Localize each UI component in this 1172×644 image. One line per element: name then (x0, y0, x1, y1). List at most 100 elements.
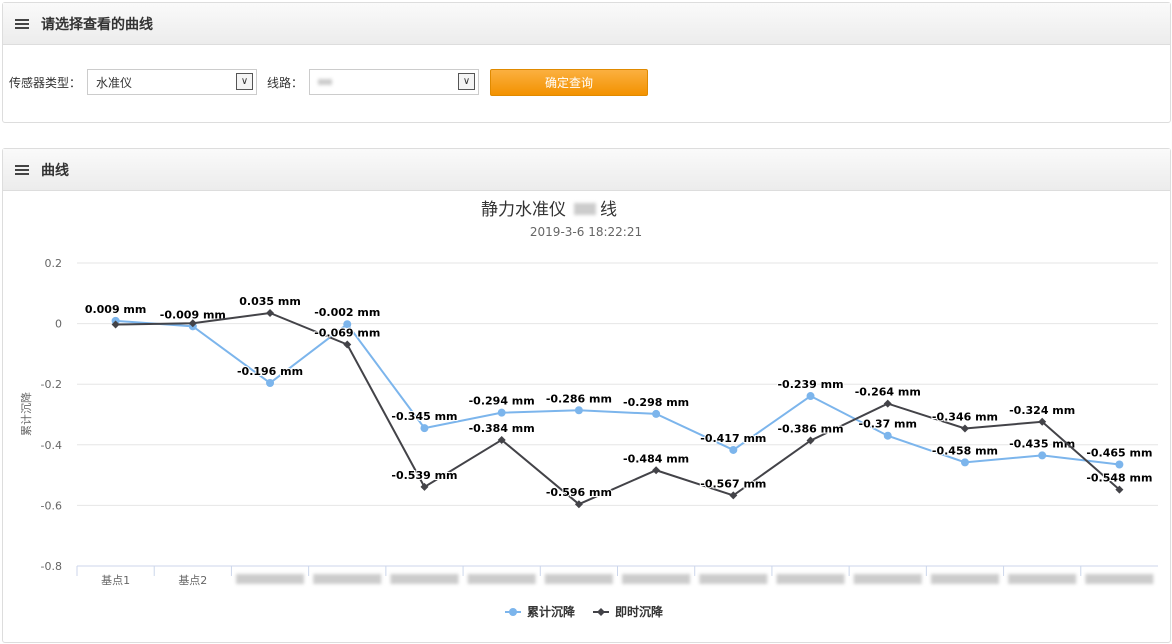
data-point[interactable] (883, 399, 892, 408)
data-point[interactable] (729, 491, 738, 500)
chart-panel-title: 曲线 (41, 162, 69, 179)
data-label: -0.37 mm (859, 418, 917, 431)
data-point[interactable] (497, 408, 506, 417)
x-tick-label: 基点1 (101, 574, 130, 587)
data-point[interactable] (1038, 451, 1047, 460)
data-point[interactable] (574, 406, 583, 415)
x-tick-label-redacted (930, 574, 999, 584)
data-label: -0.567 mm (700, 477, 766, 490)
data-point[interactable] (729, 445, 738, 454)
x-tick-label-redacted (1008, 574, 1077, 584)
legend-item[interactable]: 即时沉降 (593, 604, 664, 619)
line-value-redacted (318, 79, 333, 85)
data-point[interactable] (111, 320, 120, 329)
data-label: -0.264 mm (855, 386, 921, 399)
chart-panel: 曲线 (2, 148, 1171, 643)
x-tick-label-redacted (313, 574, 382, 584)
data-label: -0.435 mm (1009, 437, 1075, 450)
filter-panel-title: 请选择查看的曲线 (41, 16, 153, 33)
data-label: -0.002 mm (314, 306, 380, 319)
data-point[interactable] (1115, 485, 1124, 494)
filter-panel-header: 请选择查看的曲线 (3, 3, 1170, 45)
series-1: 0.009 mm -0.009 mm -0.196 mm -0.002 mm -0.34… (84, 302, 1153, 469)
data-label: -0.548 mm (1086, 472, 1152, 485)
data-label: -0.345 mm (391, 410, 457, 423)
y-tick-label: -0.2 (41, 378, 62, 391)
line-label: 线路： (267, 75, 304, 90)
x-tick-label-redacted (544, 574, 613, 584)
data-label: -0.324 mm (1009, 404, 1075, 417)
x-tick-label-redacted (236, 574, 305, 584)
x-tick-label-redacted (390, 574, 459, 584)
data-label: -0.417 mm (700, 432, 766, 445)
data-label: -0.298 mm (623, 396, 689, 409)
data-label: -0.009 mm (160, 308, 226, 321)
data-point[interactable] (420, 482, 429, 491)
data-point[interactable] (420, 424, 429, 433)
data-point[interactable] (960, 424, 969, 433)
series-line (115, 311, 1121, 506)
data-point[interactable] (266, 378, 275, 387)
y-tick-label: -0.6 (41, 499, 62, 512)
data-point[interactable] (1038, 417, 1047, 426)
query-button[interactable]: 确定查询 (490, 68, 649, 96)
data-label: -0.384 mm (469, 422, 535, 435)
y-tick-label: 0.2 (45, 257, 63, 270)
data-label: -0.386 mm (777, 423, 843, 436)
data-label: -0.484 mm (623, 452, 689, 465)
x-tick-label-redacted (1085, 574, 1154, 584)
y-axis-title: 累计沉降 (19, 392, 33, 436)
chevron-down-icon[interactable]: ∨ (458, 73, 476, 90)
x-tick-label-redacted (622, 574, 691, 584)
sensor-type-value: 水准仪 (96, 76, 133, 90)
data-label: -0.069 mm (314, 327, 380, 340)
chart-title: 静力水准仪 (481, 200, 566, 220)
list-icon (15, 163, 29, 177)
data-point[interactable] (497, 435, 506, 444)
sensor-type-select[interactable]: 水准仪 ∨ (87, 69, 258, 95)
sensor-type-label: 传感器类型： (9, 75, 82, 90)
data-label: -0.458 mm (932, 444, 998, 457)
data-point[interactable] (1115, 460, 1124, 469)
series-line (115, 319, 1120, 466)
data-point[interactable] (574, 500, 583, 509)
chart-title-suffix: 线 (600, 200, 617, 220)
data-label: 0.009 mm (85, 303, 147, 316)
data-label: 0.035 mm (239, 295, 301, 308)
filter-panel: 请选择查看的曲线 传感器类型： 水准仪 ∨ 线路： ∨ 确定查询 (2, 2, 1171, 123)
data-label: -0.596 mm (546, 486, 612, 499)
data-point[interactable] (343, 340, 352, 349)
data-point[interactable] (188, 319, 197, 328)
data-point[interactable] (806, 436, 815, 445)
list-icon (15, 17, 29, 31)
data-point[interactable] (806, 392, 815, 401)
chart-subtitle: 2019-3-6 18:22:21 (530, 225, 642, 239)
legend-label: 累计沉降 (527, 604, 576, 619)
legend-item[interactable]: 累计沉降 (505, 604, 576, 619)
y-tick-label: -0.8 (41, 560, 62, 573)
y-tick-label: 0 (55, 318, 62, 331)
x-tick-label-redacted (853, 574, 922, 584)
data-point[interactable] (652, 409, 661, 418)
data-point[interactable] (883, 431, 892, 440)
data-point[interactable] (652, 466, 661, 475)
y-tick-label: -0.4 (41, 439, 62, 452)
data-label: -0.346 mm (932, 410, 998, 423)
x-tick-label: 基点2 (178, 574, 207, 587)
data-label: -0.196 mm (237, 365, 303, 378)
legend-marker (509, 608, 517, 616)
data-point[interactable] (960, 458, 969, 467)
data-label: -0.286 mm (546, 392, 612, 405)
data-label: -0.539 mm (391, 469, 457, 482)
chart-panel-header: 曲线 (3, 149, 1170, 191)
data-point[interactable] (266, 308, 275, 317)
legend-label: 即时沉降 (615, 604, 664, 619)
data-point[interactable] (343, 320, 352, 329)
x-tick-label-redacted (467, 574, 536, 584)
chevron-down-icon[interactable]: ∨ (236, 73, 254, 90)
line-select[interactable]: ∨ (309, 69, 480, 95)
legend-marker (597, 608, 605, 616)
chart-title-redacted (574, 203, 596, 215)
data-label: -0.239 mm (777, 378, 843, 391)
